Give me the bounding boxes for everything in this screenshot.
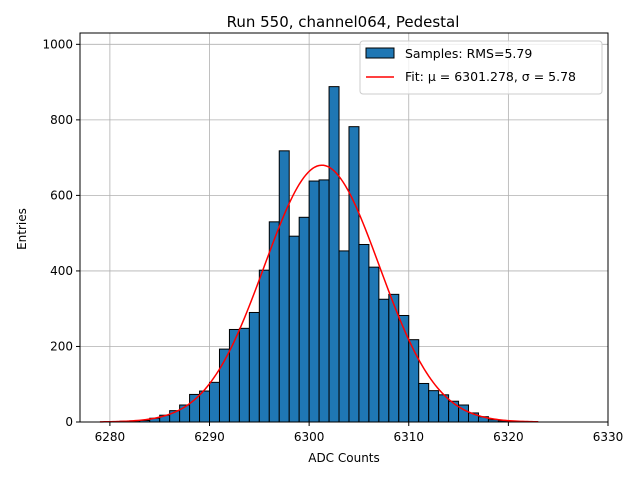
legend-bar-swatch xyxy=(365,47,395,59)
histogram-bar xyxy=(278,150,290,423)
y-tick-label: 0 xyxy=(65,415,73,429)
histogram-bar xyxy=(428,390,440,423)
y-axis-label: Entries xyxy=(15,208,29,250)
legend-label-fit: Fit: μ = 6301.278, σ = 5.78 xyxy=(405,69,576,84)
x-tick-label: 6280 xyxy=(95,430,126,444)
histogram-bar xyxy=(358,243,370,423)
histogram-bar xyxy=(408,339,420,423)
legend-box xyxy=(359,40,603,95)
y-tick-label: 800 xyxy=(50,113,73,127)
histogram-bar xyxy=(238,327,250,423)
chart-title: Run 550, channel064, Pedestal xyxy=(227,13,460,31)
histogram-bar xyxy=(258,269,270,423)
histogram-bar xyxy=(248,311,260,423)
x-tick-label: 6330 xyxy=(593,430,624,444)
plot-frame xyxy=(79,32,609,423)
y-tick-label: 400 xyxy=(50,264,73,278)
y-tick-label: 200 xyxy=(50,339,73,353)
x-axis-ticks: 6280 6290 6300 6310 6320 6330 xyxy=(95,422,624,444)
x-tick-label: 6320 xyxy=(493,430,524,444)
x-tick-label: 6300 xyxy=(294,430,325,444)
legend-label-samples: Samples: RMS=5.79 xyxy=(405,46,532,61)
histogram-bar xyxy=(368,266,380,423)
histogram-bar xyxy=(228,328,240,423)
x-tick-label: 6290 xyxy=(194,430,225,444)
histogram-bar xyxy=(199,390,211,423)
y-axis-ticks: 0 200 400 600 800 1000 xyxy=(42,37,80,429)
histogram-bar xyxy=(189,393,201,423)
y-tick-label: 1000 xyxy=(42,37,73,51)
y-tick-label: 600 xyxy=(50,188,73,202)
histogram-bars xyxy=(109,86,519,423)
histogram-bar xyxy=(298,216,310,423)
histogram-bar xyxy=(418,382,430,423)
histogram-bar xyxy=(438,394,450,423)
legend: Samples: RMS=5.79 Fit: μ = 6301.278, σ =… xyxy=(359,40,603,95)
histogram-bar xyxy=(448,400,460,423)
x-axis-label: ADC Counts xyxy=(308,451,380,465)
histogram-bar xyxy=(288,235,300,423)
histogram-bar xyxy=(378,298,390,423)
fit-line xyxy=(99,164,539,423)
histogram-bar xyxy=(398,314,410,423)
histogram-bar xyxy=(318,179,330,423)
histogram-bar xyxy=(348,126,360,423)
histogram-bar xyxy=(308,180,320,423)
x-tick-label: 6310 xyxy=(393,430,424,444)
histogram-bar xyxy=(338,250,350,423)
histogram-bar xyxy=(268,221,280,423)
histogram-bar xyxy=(209,381,220,423)
histogram-bar xyxy=(328,86,340,423)
